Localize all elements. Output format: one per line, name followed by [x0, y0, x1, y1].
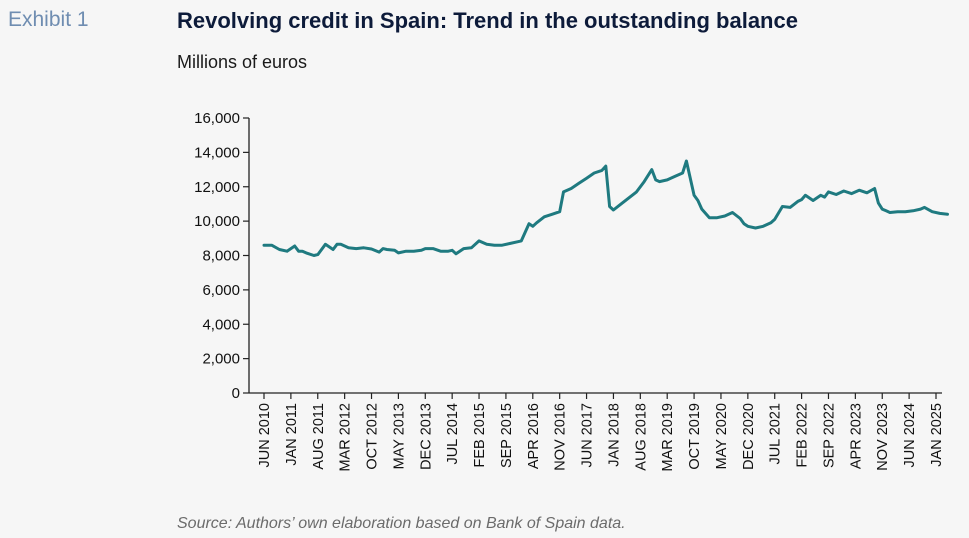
x-tick-label: JUN 2010	[257, 403, 273, 467]
x-tick-label: SEP 2015	[499, 403, 515, 468]
y-tick-label: 6,000	[202, 282, 240, 299]
chart-subtitle: Millions of euros	[177, 52, 308, 72]
x-tick-label: APR 2023	[848, 403, 864, 469]
x-tick-label: JAN 2025	[929, 403, 945, 467]
x-tick-label: JUL 2021	[768, 403, 784, 465]
x-tick-label: JUL 2014	[445, 403, 461, 465]
y-axis: 0 2,000 4,000 6,000 8,000 10,000 12,000 14,000 1…	[194, 110, 250, 402]
exhibit-label: Exhibit 1	[8, 8, 89, 31]
x-tick-label: AUG 2011	[311, 403, 327, 470]
series-group	[262, 159, 949, 257]
source-note: Source: Authors’ own elaboration based o…	[177, 515, 626, 532]
y-tick-label: 2,000	[202, 351, 240, 368]
y-tick-label: 12,000	[194, 179, 240, 196]
x-tick-label: MAY 2013	[391, 403, 407, 469]
x-tick-label: OCT 2019	[687, 403, 703, 470]
y-tick-label: 0	[232, 385, 240, 402]
x-tick-label: JUN 2024	[902, 403, 918, 467]
x-tick-label: FEB 2022	[795, 403, 811, 468]
x-tick-label: DEC 2013	[418, 403, 434, 470]
x-tick-label: SEP 2022	[821, 403, 837, 468]
x-tick-label: AUG 2018	[633, 403, 649, 471]
y-tick-label: 16,000	[194, 110, 240, 127]
x-tick-label: FEB 2015	[472, 403, 488, 468]
x-axis: JUN 2010 JAN 2011 AUG 2011 MAR 2012 OCT 2012…	[249, 392, 945, 472]
x-tick-label: JUN 2017	[580, 403, 596, 467]
x-tick-label: OCT 2012	[365, 403, 381, 470]
x-tick-label: APR 2016	[526, 403, 542, 469]
y-tick-label: 14,000	[194, 144, 240, 161]
x-tick-label: MAY 2020	[714, 403, 730, 469]
y-tick-label: 10,000	[194, 213, 240, 230]
chart-title: Revolving credit in Spain: Trend in the …	[177, 8, 798, 33]
series-line	[262, 159, 949, 257]
x-tick-label: JAN 2011	[284, 403, 300, 466]
x-tick-label: MAR 2012	[338, 403, 354, 472]
x-tick-label: JAN 2018	[606, 403, 622, 467]
x-tick-label: DEC 2020	[741, 403, 757, 470]
y-tick-label: 8,000	[202, 248, 240, 265]
y-tick-label: 4,000	[202, 316, 240, 333]
x-tick-label: NOV 2016	[553, 403, 569, 471]
x-tick-label: MAR 2019	[660, 403, 676, 472]
x-tick-label: NOV 2023	[875, 403, 891, 471]
